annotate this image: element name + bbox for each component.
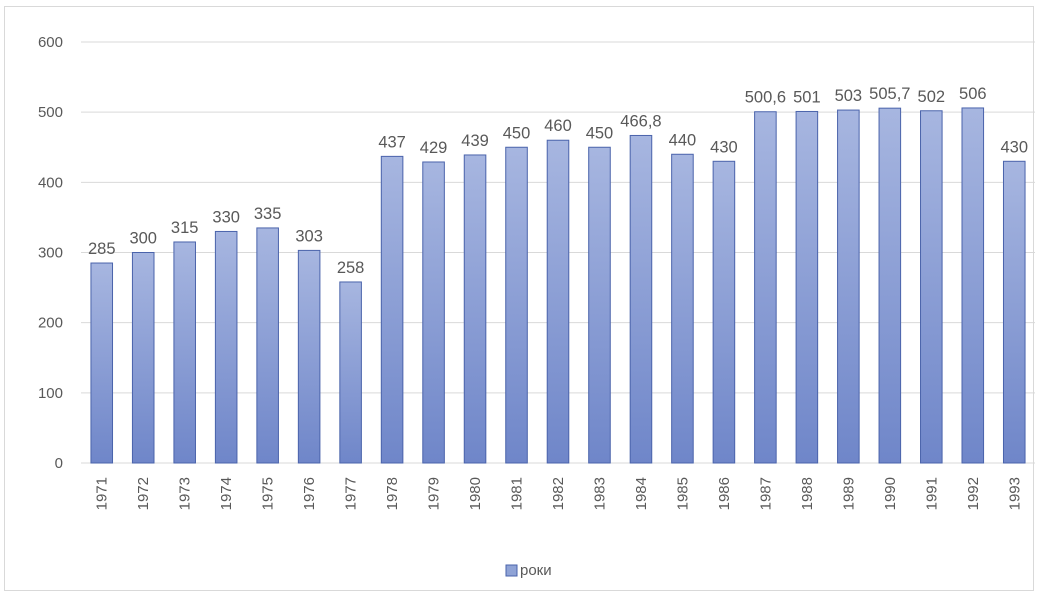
x-tick-label: 1982: [550, 477, 567, 510]
y-tick-label: 300: [38, 245, 63, 262]
data-label: 502: [918, 88, 946, 106]
y-tick-label: 500: [38, 104, 63, 121]
x-tick-label: 1974: [218, 477, 235, 510]
x-tick-label: 1992: [965, 477, 982, 510]
data-label: 503: [835, 87, 863, 105]
data-label: 439: [461, 132, 489, 150]
legend: роки: [505, 562, 552, 579]
x-tick-label: 1980: [467, 477, 484, 510]
bar: [671, 153, 694, 464]
bar: [380, 155, 404, 464]
bar: [920, 110, 943, 464]
x-tick-label: 1993: [1006, 477, 1023, 510]
y-tick-label: 600: [38, 34, 63, 51]
bar: [131, 252, 155, 464]
x-tick-label: 1976: [301, 477, 318, 510]
bar: [173, 241, 196, 464]
bar: [795, 110, 819, 464]
bar: [546, 139, 570, 464]
x-tick-label: 1973: [177, 477, 194, 510]
bar: [588, 146, 611, 464]
bar: [90, 262, 114, 464]
bar: [339, 281, 362, 464]
data-label: 429: [420, 139, 448, 157]
bar: [878, 107, 902, 464]
x-tick-label: 1981: [509, 477, 526, 510]
x-tick-label: 1977: [343, 477, 360, 510]
bar: [297, 249, 321, 464]
bars: [90, 107, 1026, 464]
data-label: 315: [171, 219, 199, 237]
bar: [256, 227, 279, 464]
x-tick-label: 1991: [923, 477, 940, 510]
x-axis-tick-labels: 1971 1972 1973 1974 1975 1976 1977 1978 1979 1980…: [94, 477, 1024, 510]
x-tick-label: 1985: [674, 477, 691, 510]
data-label: 330: [212, 208, 240, 226]
bar: [505, 146, 528, 464]
data-label: 285: [88, 240, 116, 258]
bar: [837, 109, 860, 464]
x-tick-label: 1986: [716, 477, 733, 510]
bar: [1002, 160, 1026, 464]
data-label: 300: [129, 230, 157, 248]
data-labels: 285 300 315 330 335 303 258 437 429 439 450 460 450 4…: [88, 85, 1028, 277]
data-label: 437: [378, 133, 406, 151]
data-label: 450: [586, 124, 614, 142]
data-label: 440: [669, 131, 697, 149]
bar-chart: 0 100 200 300 400 500 600 285 300 315 330 335 303 25…: [38, 34, 1035, 579]
legend-label: роки: [520, 562, 552, 579]
x-tick-label: 1990: [882, 477, 899, 510]
y-tick-label: 0: [55, 455, 63, 472]
data-label: 500,6: [745, 89, 786, 107]
bar: [422, 161, 445, 464]
data-label: 505,7: [869, 85, 910, 103]
x-tick-label: 1971: [94, 477, 111, 510]
y-tick-label: 200: [38, 315, 63, 332]
bar: [629, 134, 653, 464]
data-label: 430: [1000, 138, 1028, 156]
legend-swatch: [505, 564, 518, 577]
y-tick-label: 400: [38, 174, 63, 191]
data-label: 335: [254, 205, 282, 223]
bar: [712, 160, 736, 464]
bar: [961, 107, 985, 464]
data-label: 430: [710, 138, 738, 156]
x-tick-label: 1984: [633, 477, 650, 510]
data-label: 466,8: [620, 112, 661, 130]
x-tick-label: 1979: [426, 477, 443, 510]
data-label: 506: [959, 85, 987, 103]
x-tick-label: 1989: [840, 477, 857, 510]
bar: [754, 111, 777, 464]
data-label: 258: [337, 259, 365, 277]
y-axis-tick-labels: 0 100 200 300 400 500 600: [38, 34, 63, 472]
chart-area: 0 100 200 300 400 500 600 285 300 315 330 335 303 25…: [4, 6, 1035, 591]
data-label: 460: [544, 117, 572, 135]
x-tick-label: 1972: [135, 477, 152, 510]
bar: [463, 154, 487, 464]
data-label: 501: [793, 88, 821, 106]
data-label: 450: [503, 124, 531, 142]
x-tick-label: 1983: [591, 477, 608, 510]
y-tick-label: 100: [38, 385, 63, 402]
x-tick-label: 1987: [757, 477, 774, 510]
bar: [214, 230, 238, 464]
data-label: 303: [295, 227, 323, 245]
x-tick-label: 1988: [799, 477, 816, 510]
x-tick-label: 1975: [260, 477, 277, 510]
x-tick-label: 1978: [384, 477, 401, 510]
